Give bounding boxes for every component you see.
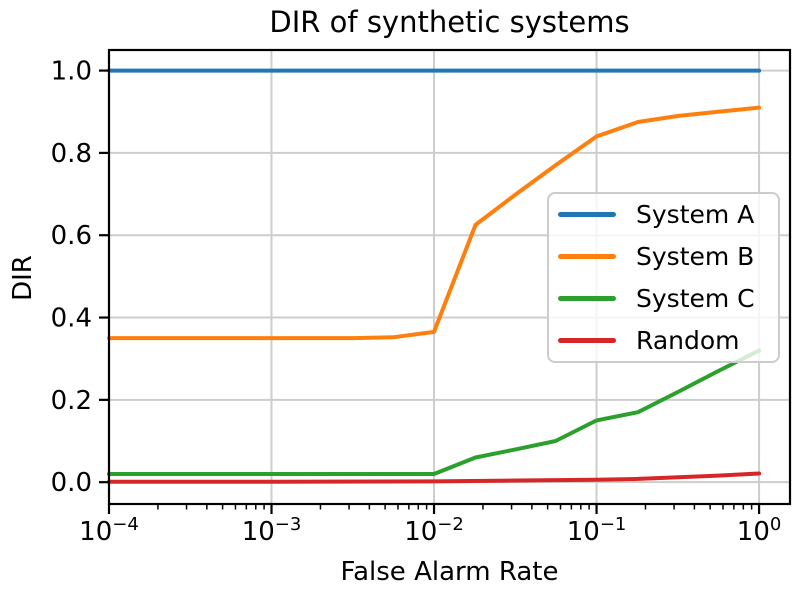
x-tick-label: 10−2 <box>404 514 464 547</box>
legend-item-system-a: System A <box>549 194 778 236</box>
legend-label-system-b: System B <box>636 242 755 272</box>
legend-line-swatch-system-b <box>558 254 616 260</box>
y-tick-label: 0.0 <box>51 468 92 498</box>
x-tick-label: 10−3 <box>242 514 302 547</box>
x-axis-label: False Alarm Rate <box>340 557 559 587</box>
legend-item-system-b: System B <box>549 236 778 278</box>
y-tick-label: 0.4 <box>51 304 92 334</box>
y-tick-label: 0.8 <box>51 139 92 169</box>
series-line-system-b <box>107 105 762 341</box>
series-line-random <box>107 471 762 484</box>
plot-spines <box>107 48 792 506</box>
legend: System A System B System C Random <box>547 192 780 363</box>
y-tick-label: 0.2 <box>51 386 92 416</box>
legend-label-system-a: System A <box>636 200 755 230</box>
legend-line-swatch-random <box>558 337 616 343</box>
x-tick-label: 10−1 <box>567 514 627 547</box>
y-axis-label: DIR <box>8 255 38 301</box>
legend-item-random: Random <box>549 319 778 361</box>
legend-label-system-c: System C <box>636 283 755 313</box>
legend-line-swatch-system-a <box>558 212 616 218</box>
legend-line-swatch-system-c <box>558 295 616 301</box>
series-line-system-c <box>107 348 762 476</box>
y-tick-label: 0.6 <box>51 221 92 251</box>
x-tick-label: 100 <box>737 514 782 547</box>
legend-item-system-c: System C <box>549 278 778 320</box>
legend-label-random: Random <box>636 325 740 355</box>
x-tick-label: 10−4 <box>79 514 139 547</box>
y-tick-label: 1.0 <box>51 57 92 87</box>
chart-title: DIR of synthetic systems <box>269 5 630 39</box>
